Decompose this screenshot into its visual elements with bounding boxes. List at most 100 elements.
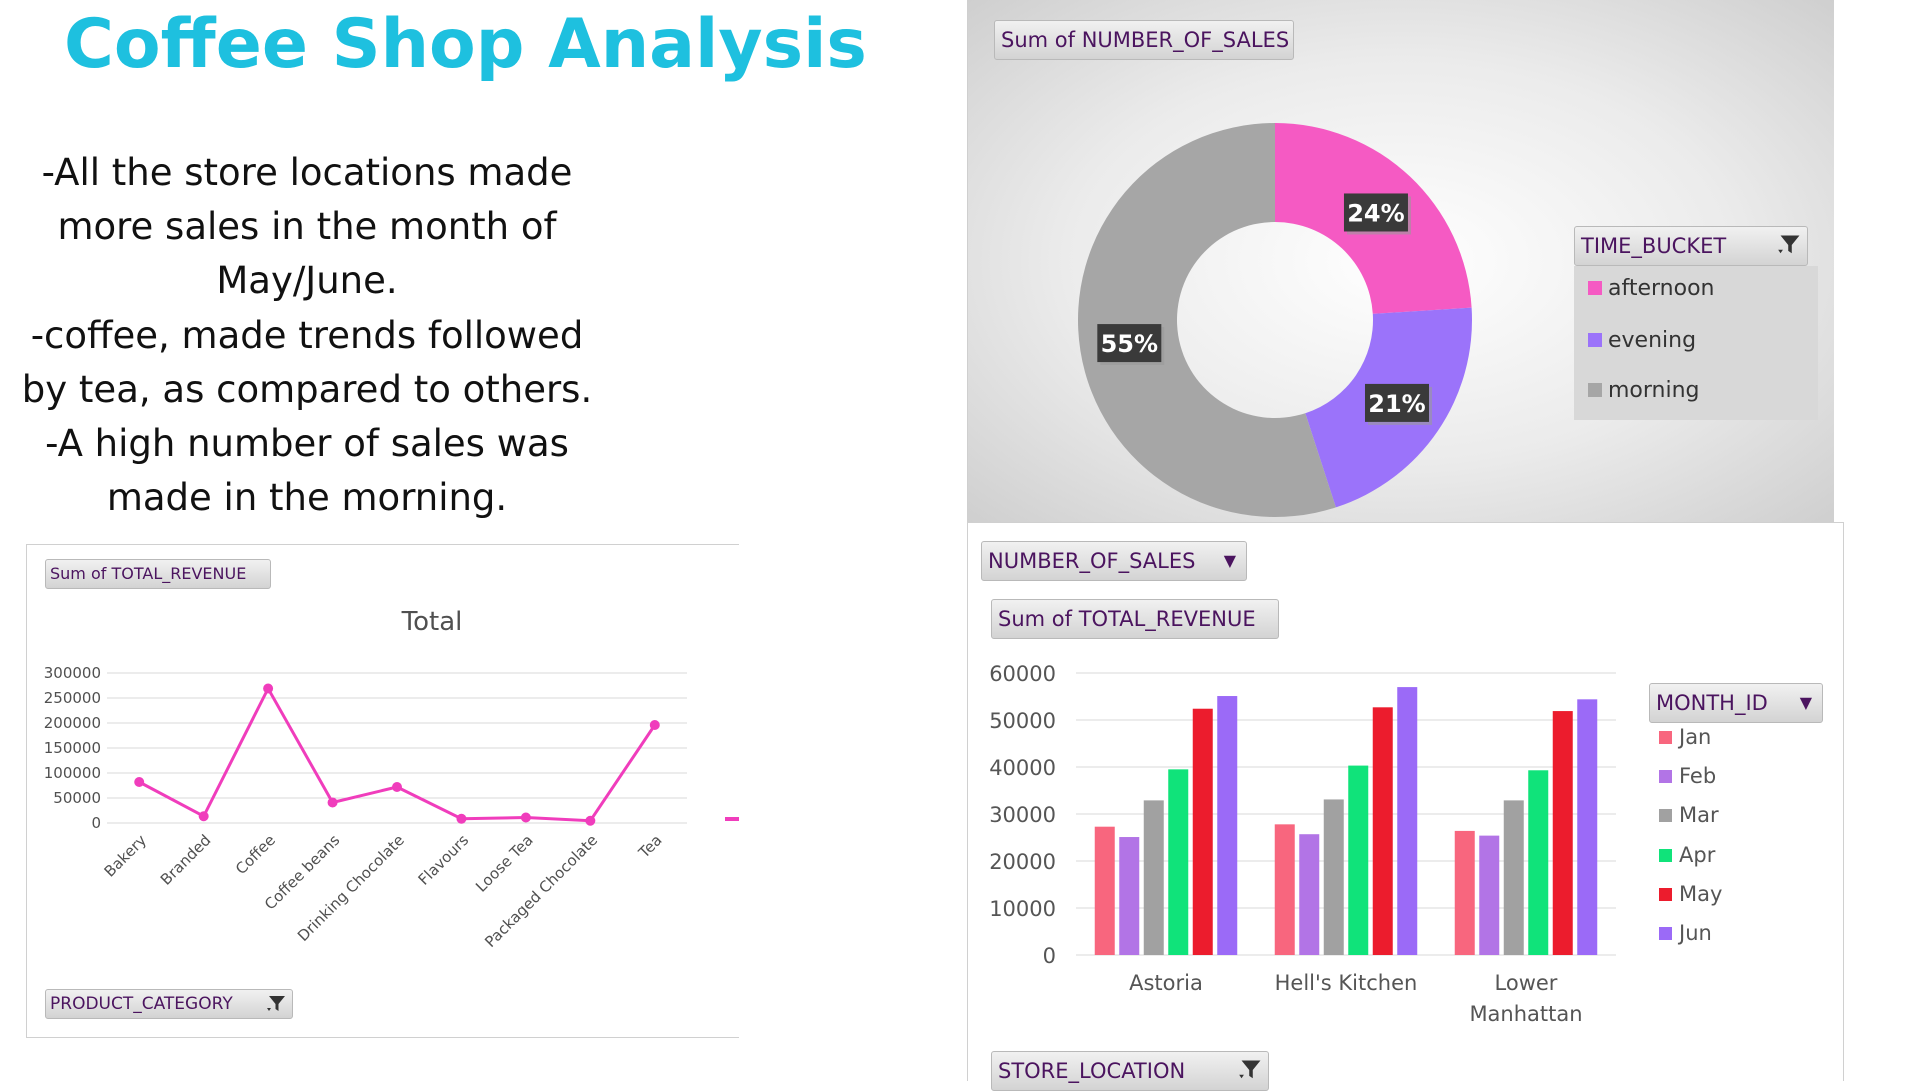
y-tick-label: 150000 bbox=[44, 739, 101, 757]
bar-jan[interactable] bbox=[1094, 826, 1115, 955]
bar-feb[interactable] bbox=[1119, 837, 1140, 955]
insights-text: -All the store locations made more sales… bbox=[0, 146, 614, 525]
legend-swatch bbox=[1588, 383, 1602, 397]
bar-mar[interactable] bbox=[1323, 799, 1344, 955]
data-label: 55% bbox=[1097, 324, 1165, 366]
x-tick-label: Loose Tea bbox=[472, 831, 537, 896]
x-tick-label: Bakery bbox=[101, 831, 151, 881]
bar-feb[interactable] bbox=[1299, 834, 1320, 955]
bar-apr[interactable] bbox=[1168, 769, 1189, 955]
y-tick-label: 0 bbox=[1043, 944, 1056, 968]
insight-line: more sales in the month of bbox=[57, 205, 557, 249]
bar-may[interactable] bbox=[1192, 708, 1213, 955]
x-tick-label: Tea bbox=[634, 831, 665, 862]
x-tick-label: Packaged Chocolate bbox=[481, 831, 601, 951]
legend-swatch bbox=[1659, 927, 1672, 940]
legend-item-afternoon: afternoon bbox=[1588, 276, 1714, 301]
bar-chart-svg: 60000 50000 40000 30000 20000 10000 0 Astoria H… bbox=[989, 662, 1616, 1026]
legend-item-jun: Jun bbox=[1659, 921, 1712, 945]
sum-total-revenue-button[interactable]: Sum of TOTAL_REVENUE bbox=[45, 559, 271, 589]
legend-swatch bbox=[1659, 809, 1672, 823]
insight-line: -A high number of sales was bbox=[45, 422, 569, 466]
bar-apr[interactable] bbox=[1348, 765, 1369, 955]
time-bucket-button[interactable]: TIME_BUCKET bbox=[1574, 226, 1808, 266]
x-tick-label: Lower bbox=[1495, 971, 1558, 995]
x-tick-label: Coffee beans bbox=[261, 831, 343, 913]
data-point[interactable] bbox=[456, 813, 467, 824]
legend-label: Jun bbox=[1679, 921, 1712, 945]
filter-icon[interactable] bbox=[1777, 232, 1803, 265]
sum-total-revenue-button[interactable]: Sum of TOTAL_REVENUE bbox=[991, 599, 1279, 639]
y-tick-label: 250000 bbox=[44, 689, 101, 707]
legend-swatch bbox=[1588, 281, 1602, 295]
bar-mar[interactable] bbox=[1503, 800, 1524, 955]
sum-number-of-sales-button[interactable]: Sum of NUMBER_OF_SALES bbox=[994, 20, 1294, 60]
svg-text:21%: 21% bbox=[1368, 390, 1425, 418]
legend-label: Apr bbox=[1679, 842, 1716, 867]
sales-by-time-bucket-chart: Sum of NUMBER_OF_SALES TIME_BUCKET after… bbox=[967, 0, 1834, 522]
page-title: Coffee Shop Analysis bbox=[64, 5, 867, 84]
bar-may[interactable] bbox=[1552, 711, 1573, 955]
donut-chart-svg: 24% 21% 55% bbox=[1077, 123, 1472, 517]
donut-legend: afternoon evening morning bbox=[1574, 266, 1818, 420]
svg-text:24%: 24% bbox=[1347, 199, 1404, 227]
data-label: 21% bbox=[1364, 383, 1432, 425]
x-tick-label: Hell's Kitchen bbox=[1275, 971, 1418, 995]
x-tick-label: Branded bbox=[157, 831, 215, 889]
legend-swatch bbox=[1659, 770, 1672, 784]
y-tick-label: 50000 bbox=[53, 789, 101, 807]
bar-jun[interactable] bbox=[1397, 687, 1418, 955]
data-point[interactable] bbox=[649, 720, 660, 730]
legend-item-apr: Apr bbox=[1659, 843, 1715, 867]
legend-label: Jan bbox=[1679, 725, 1712, 749]
data-point[interactable] bbox=[327, 797, 338, 808]
y-tick-label: 100000 bbox=[44, 764, 101, 782]
x-tick-label: Drinking Chocolate bbox=[294, 831, 408, 945]
x-tick-label: Flavours bbox=[415, 831, 473, 889]
bar-jan[interactable] bbox=[1454, 830, 1475, 955]
series-line bbox=[138, 685, 657, 823]
legend-item-jan: Jan bbox=[1659, 725, 1711, 749]
month-id-button[interactable]: MONTH_ID ▼ bbox=[1649, 683, 1823, 723]
bar-legend: Jan Feb Mar Apr May Jun bbox=[1659, 725, 1829, 1031]
filter-icon[interactable] bbox=[266, 993, 288, 1018]
legend-label: May bbox=[1679, 881, 1723, 906]
x-tick-label: Manhattan bbox=[1469, 1002, 1582, 1026]
y-tick-label: 0 bbox=[91, 814, 101, 832]
data-point[interactable] bbox=[392, 782, 402, 792]
data-point[interactable] bbox=[263, 683, 274, 694]
data-point[interactable] bbox=[520, 812, 531, 823]
bar-jun[interactable] bbox=[1217, 696, 1238, 955]
legend-swatch bbox=[1588, 333, 1602, 347]
y-tick-label: 300000 bbox=[44, 664, 101, 682]
product-category-button[interactable]: PRODUCT_CATEGORY bbox=[45, 989, 293, 1019]
x-tick-label: Coffee bbox=[232, 831, 279, 878]
y-tick-label: 40000 bbox=[989, 756, 1056, 780]
insight-line: -All the store locations made bbox=[41, 151, 573, 194]
filter-icon[interactable] bbox=[1238, 1057, 1264, 1090]
donut-slice-morning[interactable] bbox=[1077, 123, 1336, 517]
data-label: 24% bbox=[1343, 193, 1411, 235]
line-chart-title: Total bbox=[401, 607, 463, 637]
data-point[interactable] bbox=[585, 815, 596, 826]
bar-may[interactable] bbox=[1372, 707, 1393, 955]
legend-label: Mar bbox=[1679, 803, 1719, 828]
bar-apr[interactable] bbox=[1528, 770, 1549, 955]
y-tick-label: 60000 bbox=[989, 662, 1056, 686]
bar-jun[interactable] bbox=[1577, 699, 1598, 955]
legend-swatch bbox=[1659, 848, 1672, 862]
legend-item-evening: evening bbox=[1588, 328, 1696, 353]
bar-mar[interactable] bbox=[1143, 800, 1164, 955]
line-chart-svg: Total 300000 250000 200000 150000 100000 5000… bbox=[44, 607, 739, 951]
number-of-sales-filter-button[interactable]: NUMBER_OF_SALES ▼ bbox=[981, 541, 1247, 581]
chevron-down-icon[interactable]: ▼ bbox=[1799, 693, 1812, 712]
data-point[interactable] bbox=[198, 811, 209, 822]
bar-jan[interactable] bbox=[1274, 824, 1295, 955]
legend-item-morning: morning bbox=[1588, 378, 1700, 403]
bar-feb[interactable] bbox=[1479, 835, 1500, 955]
y-tick-label: 10000 bbox=[989, 897, 1056, 921]
revenue-by-store-month-chart: NUMBER_OF_SALES ▼ Sum of TOTAL_REVENUE M… bbox=[967, 522, 1844, 1091]
chevron-down-icon[interactable]: ▼ bbox=[1223, 551, 1236, 570]
data-point[interactable] bbox=[134, 777, 145, 787]
y-tick-label: 200000 bbox=[44, 714, 101, 732]
